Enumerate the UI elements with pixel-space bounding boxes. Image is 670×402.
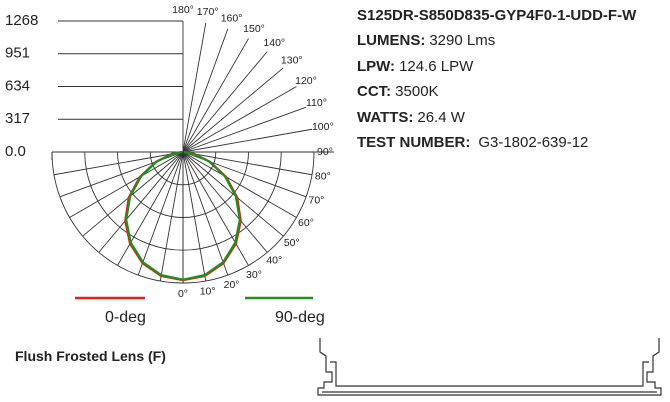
spec-key: WATTS: [357,108,414,126]
r-tick-label: 1268 [5,12,38,29]
angle-ray [182,151,229,276]
spec-key: LUMENS: [357,32,426,49]
curve [182,150,242,282]
spec-key: CCT: [357,83,392,100]
legend-label: 90-deg [275,309,325,326]
angle-label: 150° [243,23,265,35]
angle-label: 90° [317,146,333,158]
angle-ray [98,151,184,253]
lens-profile [317,338,662,396]
angle-ray [182,151,313,176]
spec-row: CCT: 3500K [357,79,662,105]
angle-label: 20° [224,279,240,291]
spec-row: TEST NUMBER: G3-1802-639-12 [357,130,662,156]
angle-label: 40° [266,255,282,267]
angle-ray [182,28,229,153]
angle-label: 110° [306,97,327,109]
angle-ray [182,86,297,153]
spec-row: LPW: 124.6 LPW [357,54,662,80]
angle-label: 50° [284,237,300,249]
angle-label: 160° [221,12,243,24]
r-tick-label: 951 [5,45,30,62]
spec-value: G3-1802-639-12 [478,134,589,151]
angle-ray [182,151,268,253]
curve [125,150,184,281]
spec-row: LUMENS: 3290 Lms [357,28,662,54]
angle-label: 70° [308,194,324,206]
angle-label: 180° [172,4,194,16]
angle-ray [117,151,184,266]
angle-label: 140° [263,37,285,49]
angle-ray [182,51,268,153]
angle-label: 80° [315,170,331,182]
spec-value: 26.4 W [417,108,465,126]
spec-value: 3290 Lms [429,32,496,49]
angle-ray [182,151,284,237]
spec-row: WATTS: 26.4 W [357,105,662,131]
specs: S125DR-S850D835-GYP4F0-1-UDD-F-W LUMENS:… [357,6,662,156]
angle-ray [182,128,313,153]
model: S125DR-S850D835-GYP4F0-1-UDD-F-W [357,7,637,24]
angle-ray [159,151,184,282]
angle-ray [182,151,207,282]
angle-ray [182,67,284,153]
angle-label: 130° [281,55,303,67]
angle-ray [182,38,249,153]
angle-ray [82,151,184,237]
angle-label: 120° [295,75,317,87]
legend-label: 0-deg [105,309,146,326]
lens-label: Flush Frosted Lens (F) [15,348,166,364]
r-tick-label: 634 [5,77,30,94]
angle-label: 0° [178,288,188,300]
angle-ray [69,151,184,218]
spec-value: 3500K [395,83,439,100]
spec-key: TEST NUMBER: [357,134,471,151]
angle-ray [137,151,184,276]
spec-value: 124.6 LPW [399,57,474,75]
angle-ray [182,22,207,153]
angle-label: 100° [312,121,334,133]
curve [124,150,184,282]
angle-ray [53,151,184,176]
spec-key: LPW: [357,57,396,75]
angle-ray [182,106,307,153]
angle-ray [182,151,249,266]
angle-ray [182,151,297,218]
r-tick-label: 0.0 [5,143,26,160]
angle-label: 10° [200,286,216,298]
angle-label: 60° [298,217,314,229]
r-tick-label: 317 [5,110,30,127]
curve [182,150,241,281]
angle-label: 170° [197,6,219,18]
angle-label: 30° [246,269,262,281]
